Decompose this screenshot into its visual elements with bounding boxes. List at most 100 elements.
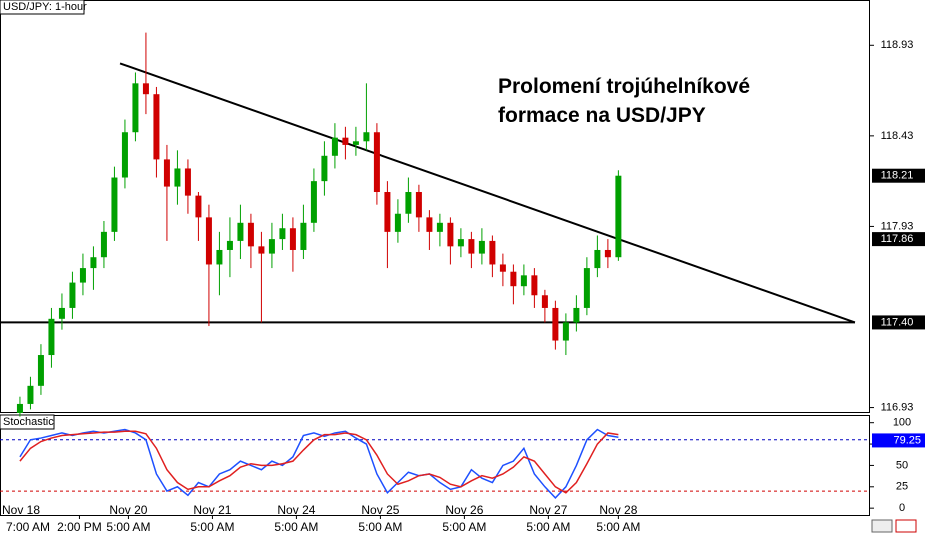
candle-body (142, 83, 149, 95)
candle-body (258, 246, 265, 254)
candle-body (510, 271, 517, 287)
x-tick-date: Nov 20 (109, 503, 147, 517)
candle-body (195, 195, 202, 218)
title-box (0, 414, 55, 430)
x-tick-label: 5:00 AM (358, 520, 402, 534)
candle-body (16, 403, 23, 413)
annotation: formace na USD/JPY (498, 104, 706, 127)
x-tick-label: 7:00 AM (6, 520, 50, 534)
x-tick-label: 5:00 AM (106, 520, 150, 534)
candle-body (100, 231, 107, 258)
candle-body (27, 385, 34, 404)
candle-body (90, 257, 97, 269)
stochastic-panel (0, 415, 870, 516)
panel-title: Stochastic (3, 416, 54, 428)
candle-body (237, 222, 244, 241)
candle-body (216, 249, 223, 265)
x-tick-date: Nov 26 (445, 503, 483, 517)
stochastic-line (19, 428, 619, 499)
candle-body (373, 132, 380, 193)
candle-body (289, 228, 296, 250)
x-tick-label: 2:00 PM (57, 520, 102, 534)
candle-body (153, 94, 160, 160)
candle-body (415, 192, 422, 218)
candle-body (321, 155, 328, 182)
candle-body (405, 192, 412, 214)
y-tick-label: 25 (896, 481, 908, 493)
candle-body (300, 222, 307, 250)
trend-line (119, 62, 856, 324)
candle-body (132, 83, 139, 133)
scroll-icons[interactable] (871, 519, 917, 533)
candle-body (58, 307, 65, 319)
value-flag-label: 79.25 (893, 434, 921, 446)
y-tick-label: 50 (896, 459, 908, 471)
x-tick-date: Nov 25 (361, 503, 399, 517)
candle-body (310, 181, 317, 223)
candle-body (342, 137, 349, 145)
x-tick-label: 5:00 AM (190, 520, 234, 534)
price-flag-label: 117.40 (881, 316, 914, 328)
candle-body (163, 159, 170, 187)
candle-body (615, 175, 622, 258)
chart-title: USD/JPY: 1-hour (3, 1, 87, 13)
price-panel (0, 0, 870, 413)
candle-body (520, 275, 527, 287)
candle-body (447, 222, 454, 247)
candle-body (279, 228, 286, 240)
candle-body (48, 318, 55, 356)
x-tick-label: 5:00 AM (596, 520, 640, 534)
candle-body (174, 168, 181, 187)
candle-body (436, 222, 443, 232)
y-tick-label: 116.93 (881, 401, 914, 413)
candle-body (205, 217, 212, 265)
annotation: Prolomení trojúhelníkové (498, 75, 750, 98)
candle-body (226, 240, 233, 250)
candle-body (363, 132, 370, 142)
candle-body (468, 239, 475, 254)
y-tick-label: 118.43 (881, 130, 914, 142)
y-tick-label: 0 (899, 502, 905, 514)
candle-body (541, 295, 548, 308)
y-tick-label: 117.93 (881, 220, 914, 232)
stochastic-line (19, 430, 619, 494)
title-box (0, 0, 85, 15)
price-flag-label: 117.86 (881, 233, 914, 245)
candle-body (499, 264, 506, 272)
x-tick-label: 5:00 AM (442, 520, 486, 534)
icon[interactable] (871, 519, 893, 533)
candle-body (562, 322, 569, 341)
price-flag (872, 315, 925, 330)
price-flag (872, 232, 925, 247)
candle-body (268, 239, 275, 254)
x-tick-label: 5:00 AM (526, 520, 570, 534)
candle-body (121, 132, 128, 178)
candle-body (594, 249, 601, 269)
candle-body (247, 222, 254, 247)
candle-body (457, 239, 464, 247)
candle-body (489, 240, 496, 265)
icon[interactable] (895, 519, 917, 533)
x-tick-date: Nov 24 (277, 503, 315, 517)
candle-body (79, 268, 86, 283)
candle-body (184, 168, 191, 196)
candle-body (111, 177, 118, 232)
x-tick-date: Nov 18 (2, 503, 40, 517)
candle-body (478, 240, 485, 254)
price-flag-label: 118.21 (881, 170, 914, 182)
candle-body (583, 268, 590, 308)
x-tick-label: 5:00 AM (274, 520, 318, 534)
candle-body (552, 307, 559, 341)
value-flag (872, 433, 925, 448)
candle-body (531, 275, 538, 296)
candle-body (331, 137, 338, 156)
y-tick-label: 100 (893, 417, 911, 429)
candle-body (394, 213, 401, 232)
y-tick-label: 118.93 (881, 39, 914, 51)
x-tick-date: Nov 28 (599, 503, 637, 517)
x-tick-date: Nov 21 (193, 503, 231, 517)
candle-body (384, 192, 391, 232)
candle-body (69, 282, 76, 308)
candle-body (604, 249, 611, 258)
